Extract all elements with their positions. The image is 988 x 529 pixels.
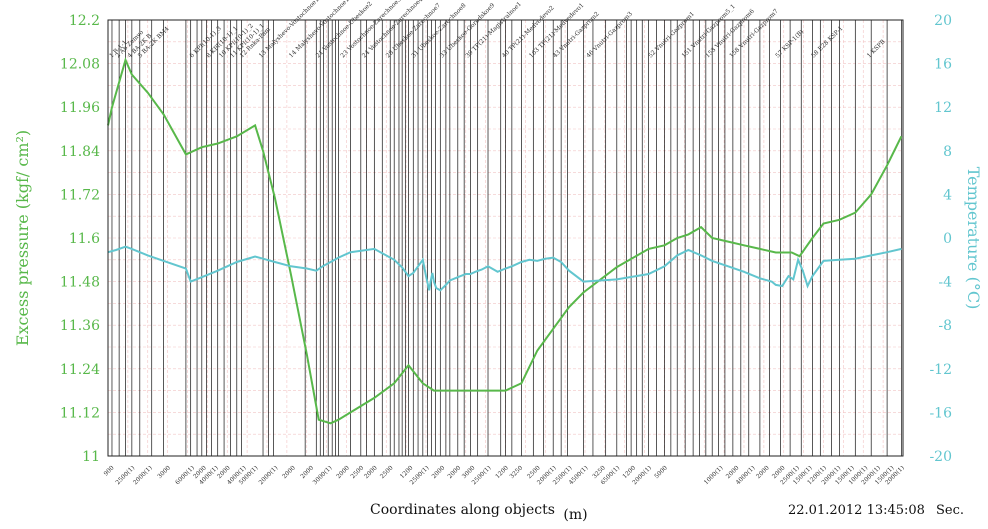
left-tick-label: 11.96 xyxy=(60,100,100,116)
x-axis-label-main: Coordinates along objects xyxy=(370,502,555,518)
right-tick-label: -12 xyxy=(929,362,952,378)
object-label: 158 Vnutri-Gazprom7 xyxy=(728,8,780,60)
segment-length-label: 2000 xyxy=(363,464,379,480)
left-axis-label: Excess pressure (kgf/ cm²) xyxy=(13,130,32,346)
segment-length-label: 1000(1) xyxy=(703,464,725,486)
right-axis-label: Temperature (°C) xyxy=(964,167,983,310)
x-axis-label: Coordinates along objects (m) xyxy=(370,502,588,523)
object-label: 31 Ubeskoe-Zarechnoe8 xyxy=(410,2,467,59)
segment-length-label: 2000 xyxy=(446,464,462,480)
right-tick-label: -20 xyxy=(929,449,952,465)
left-tick-label: 11.12 xyxy=(60,405,100,421)
segment-length-label: 2000 xyxy=(335,464,351,480)
right-tick-label: 12 xyxy=(934,100,952,116)
segment-length-label: 2000 xyxy=(431,464,447,480)
right-tick-label: 8 xyxy=(943,144,952,160)
right-tick-label: -16 xyxy=(929,405,952,421)
x-axis-label-unit: (m) xyxy=(563,507,587,523)
segment-length-label: 2500 xyxy=(379,464,395,480)
left-tick-label: 11.48 xyxy=(60,275,100,291)
left-tick-label: 12.2 xyxy=(69,13,100,29)
right-tick-label: 4 xyxy=(943,187,952,203)
segment-length-label: 3250 xyxy=(508,464,524,480)
left-tick-label: 12.08 xyxy=(60,57,100,73)
left-tick-label: 11.72 xyxy=(60,187,100,203)
segment-length-label: 2000(1) xyxy=(258,464,280,486)
left-axis-ticks: 11 11.12 11.24 11.36 11.48 11.6 11.72 11.84 11.9… xyxy=(60,13,100,465)
object-label: 1 KSPB xyxy=(866,38,887,59)
object-boundaries xyxy=(107,20,902,456)
right-tick-label: -8 xyxy=(938,318,952,334)
segment-length-label: 1200 xyxy=(494,464,510,480)
left-tick-label: 11 xyxy=(82,449,100,465)
segment-length-label: 2000 xyxy=(755,464,771,480)
right-tick-label: 16 xyxy=(934,57,952,73)
right-tick-label: 0 xyxy=(943,231,952,247)
left-tick-label: 11.36 xyxy=(60,318,100,334)
left-tick-label: 11.6 xyxy=(69,231,100,247)
plot-frame xyxy=(107,19,904,457)
segment-length-label: 5000 xyxy=(653,464,669,480)
segment-length-label: 900 xyxy=(103,464,116,477)
segment-length-label: 3000(1) xyxy=(312,464,334,486)
segment-length-label: 2000 xyxy=(281,464,297,480)
segment-length-label: 2000(1) xyxy=(132,464,154,486)
segment-length-label: 3000 xyxy=(156,464,172,480)
segment-length-label: 2500 xyxy=(349,464,365,480)
time-unit: Sec. xyxy=(936,503,964,518)
series-layer xyxy=(107,57,903,425)
object-label: 57 KSP-1(B) xyxy=(774,28,805,59)
right-axis-ticks: -20 -16 -12 -8 -4 0 4 8 12 16 20 xyxy=(929,13,952,465)
left-tick-label: 11.84 xyxy=(60,144,100,160)
series-line-temperature xyxy=(107,245,902,292)
left-tick-label: 11.24 xyxy=(60,362,100,378)
right-tick-label: -4 xyxy=(938,275,952,291)
timestamp: 22.01.2012 13:45:08 xyxy=(788,503,925,518)
series-line-excess-pressure xyxy=(107,57,903,425)
segment-length-label: 2000 xyxy=(299,464,315,480)
right-tick-label: 20 xyxy=(934,13,952,29)
